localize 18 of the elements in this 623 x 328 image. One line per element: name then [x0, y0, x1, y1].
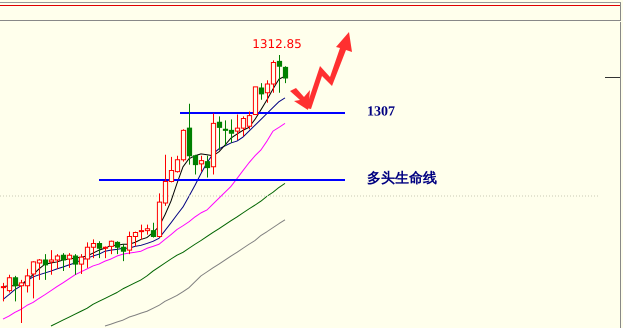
ref-line-label: 多头生命线: [367, 170, 437, 187]
candlestick: [72, 254, 78, 276]
annotation: 1307: [367, 104, 395, 120]
candlestick: [204, 155, 210, 178]
candlestick: [60, 252, 66, 272]
candlestick: [96, 240, 102, 259]
candlestick: [66, 252, 72, 268]
text: 1312.85: [252, 37, 302, 52]
candlestick: [12, 275, 18, 302]
candlestick: [252, 86, 258, 116]
candlestick: [210, 112, 216, 176]
candlestick: [42, 254, 48, 280]
candlestick: [150, 222, 156, 238]
candlestick: [198, 155, 204, 172]
candlestick: [276, 54, 282, 94]
candlestick: [282, 66, 288, 84]
candlestick: [258, 82, 264, 100]
candlestick: [216, 116, 222, 150]
